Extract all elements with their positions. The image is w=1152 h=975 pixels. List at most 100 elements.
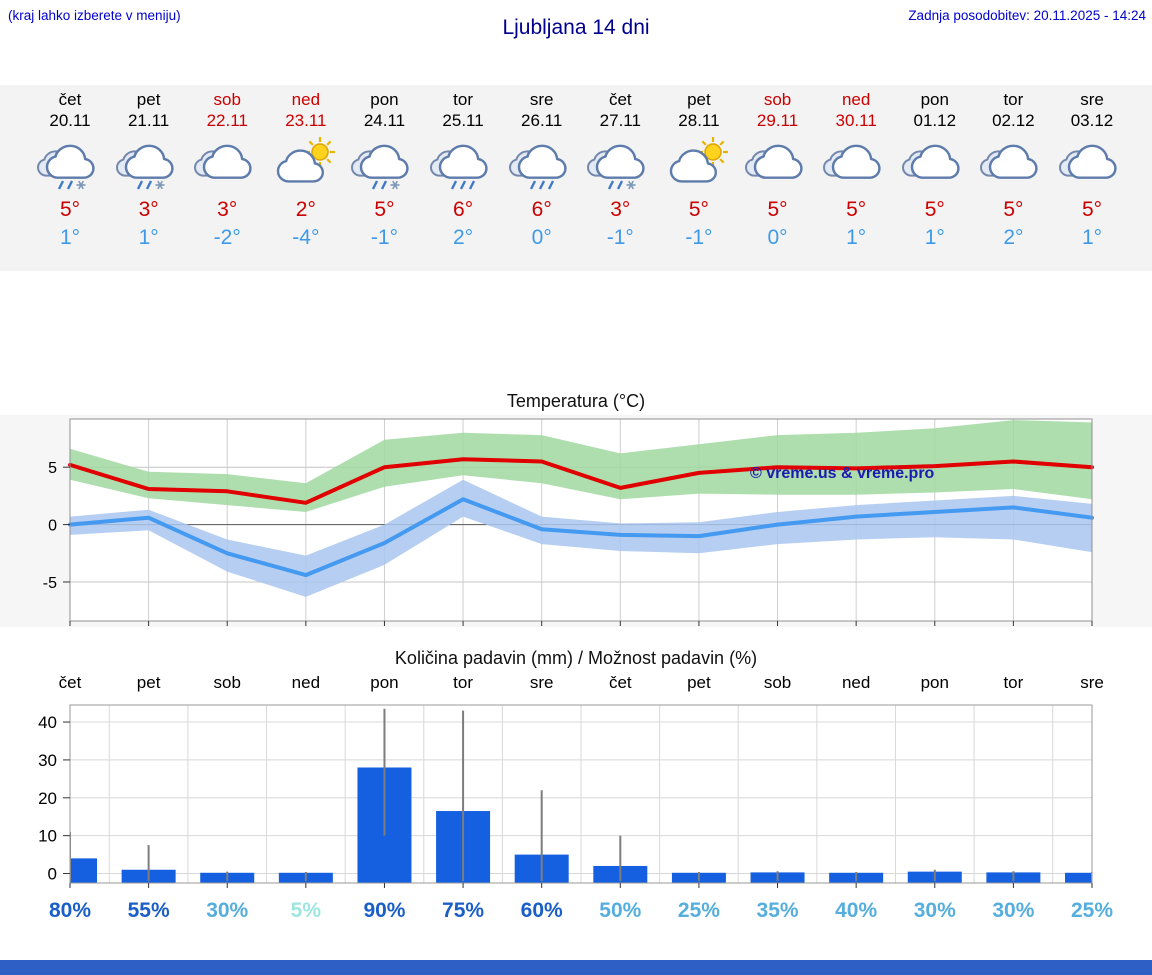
day-date: 03.12 (1070, 111, 1114, 130)
day-name: sre (1080, 90, 1104, 109)
precip-probability: 30% (913, 899, 956, 922)
temp-min: -1° (370, 226, 398, 249)
axis-day-label: pon (920, 673, 949, 692)
partly-sunny-icon (657, 137, 741, 191)
temp-max: 3° (138, 198, 159, 221)
temperature-chart-title: Temperatura (°C) (506, 391, 646, 411)
weather-icon-svg (508, 144, 567, 190)
temp-max: 3° (610, 198, 631, 221)
precip-day-label-row: čet pet sob ned pon tor sre čet pet sob ned pon tor s… (0, 671, 1152, 697)
day-date: 21.11 (127, 111, 170, 130)
day-column: ned 30.11 5° 1° (814, 85, 898, 250)
day-name: pon (370, 90, 399, 109)
weather-icon-svg (744, 144, 803, 179)
day-name: sob (213, 90, 241, 109)
weather-icon-svg (276, 137, 335, 183)
day-column: sob 22.11 3° -2° (185, 85, 269, 250)
day-name: čet (608, 90, 632, 109)
temp-min: 1° (924, 226, 945, 249)
temp-min: -2° (213, 226, 241, 249)
precip-probability: 50% (599, 899, 642, 922)
temp-max: 3° (217, 198, 238, 221)
temp-min: 0° (531, 226, 552, 249)
day-name: čet (58, 90, 82, 109)
temperature-chart: 5 0 -5 © vreme.us & vreme.pro (0, 415, 1152, 627)
cloudy-icon (814, 137, 898, 191)
precipitation-section: Količina padavin (mm) / Možnost padavin … (0, 645, 1152, 927)
day-date: 25.11 (442, 111, 484, 130)
day-name: tor (1003, 90, 1024, 109)
temp-max: 5° (1081, 198, 1103, 221)
axis-day-label: sre (529, 673, 554, 692)
temp-max: 5° (59, 198, 81, 221)
day-name: ned (291, 90, 321, 109)
weather-icon-svg (1059, 144, 1117, 179)
day-date: 29.11 (756, 111, 799, 130)
weather-icon-svg (823, 144, 881, 179)
rain-icon (421, 137, 505, 191)
rain-icon (500, 137, 584, 191)
temp-max: 5° (846, 198, 867, 221)
temp-max: 2° (295, 198, 316, 221)
svg-text:-5: -5 (43, 575, 57, 592)
temperature-section: Temperatura (°C) 5 0 -5 © vreme.us & vreme.… (0, 388, 1152, 627)
svg-text:40: 40 (38, 713, 57, 732)
last-updated: Zadnja posodobitev: 20.11.2025 - 14:24 (908, 8, 1146, 23)
footer-bar (0, 960, 1152, 975)
cloudy-icon (1050, 137, 1134, 191)
precipitation-chart-title: Količina padavin (mm) / Možnost padavin … (394, 648, 758, 668)
day-name: pet (136, 90, 161, 109)
weather-icon-svg (980, 144, 1039, 179)
day-column: pet 28.11 5° -1° (657, 85, 741, 250)
day-date: 01.12 (913, 111, 957, 130)
axis-day-label: ned (841, 673, 871, 692)
day-name: tor (453, 90, 473, 109)
temp-min: 1° (59, 226, 81, 249)
rain-snow-icon (342, 137, 426, 191)
temp-max: 5° (1003, 198, 1024, 221)
day-column: tor 02.12 5° 2° (971, 85, 1055, 250)
weather-icon-svg (669, 137, 728, 183)
cloudy-icon (736, 137, 820, 191)
precip-probability: 25% (1070, 899, 1114, 922)
svg-text:0: 0 (48, 518, 57, 535)
day-column: sre 26.11 6° 0° (500, 85, 584, 250)
day-column: čet 27.11 3° -1° (578, 85, 662, 250)
svg-text:5: 5 (48, 460, 57, 477)
temp-min: 1° (846, 226, 867, 249)
cloudy-icon (185, 137, 269, 191)
weather-icon-svg (587, 144, 645, 190)
day-column: ned 23.11 2° -4° (264, 85, 348, 250)
axis-day-label: sre (1080, 673, 1104, 692)
svg-text:30: 30 (38, 751, 57, 770)
weather-icon-svg (901, 144, 960, 179)
precip-probability: 60% (520, 899, 563, 922)
menu-hint: (kraj lahko izberete v meniju) (8, 8, 181, 23)
day-column: čet 20.11 5° 1° (28, 85, 112, 250)
svg-text:10: 10 (38, 827, 57, 846)
day-date: 30.11 (835, 111, 877, 130)
axis-day-label: tor (453, 673, 473, 692)
axis-day-label: pon (370, 673, 399, 692)
day-date: 28.11 (678, 111, 720, 130)
precip-probability: 40% (835, 899, 878, 922)
rain-snow-icon (107, 137, 191, 191)
axis-day-label: čet (58, 673, 82, 692)
rain-snow-icon (28, 137, 112, 191)
forecast-day-strip: čet 20.11 5° 1° pet 21.11 3° 1° sob 22.11 3° -2° ned… (0, 85, 1152, 271)
temp-max: 5° (688, 198, 709, 221)
temp-max: 5° (374, 198, 395, 221)
precip-probability: 75% (442, 899, 485, 922)
partly-sunny-icon (264, 137, 348, 191)
temp-max: 5° (767, 198, 788, 221)
rain-snow-icon (578, 137, 662, 191)
day-name: pon (920, 90, 949, 109)
temp-min: 1° (1081, 226, 1103, 249)
weather-icon-svg (194, 144, 252, 179)
axis-day-label: ned (291, 673, 321, 692)
precip-probability: 30% (992, 899, 1035, 922)
day-column: tor 25.11 6° 2° (421, 85, 505, 250)
axis-day-label: pet (136, 673, 161, 692)
day-name: pet (687, 90, 711, 109)
